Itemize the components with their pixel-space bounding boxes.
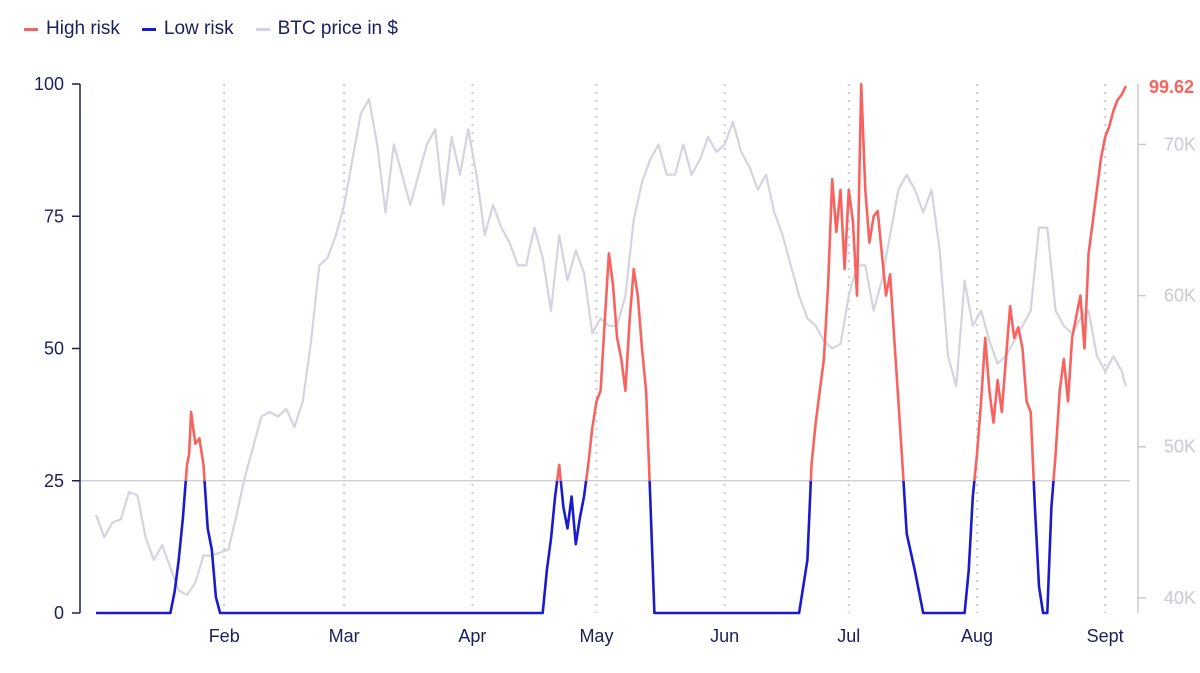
- x-tick-label: Sept: [1087, 626, 1124, 646]
- legend-label-btc-price: BTC price in $: [277, 18, 398, 39]
- btc-price-line: [94, 97, 1127, 597]
- x-tick-label: Feb: [209, 626, 240, 646]
- last-value-label: 99.62: [1149, 77, 1194, 97]
- legend-swatch-btc-price: [255, 27, 270, 31]
- y-tick-label-right: 40K: [1164, 588, 1196, 608]
- x-tick-label: Aug: [961, 626, 993, 646]
- y-tick-label-left: 25: [44, 471, 64, 491]
- risk-series-layer: [96, 82, 1128, 615]
- legend-item-low-risk: Low risk: [141, 18, 234, 40]
- y-tick-label-right: 70K: [1164, 134, 1196, 154]
- legend-label-high-risk: High risk: [46, 18, 120, 39]
- y-tick-label-left: 0: [54, 603, 64, 623]
- x-tick-label: May: [579, 626, 613, 646]
- legend-swatch-high-risk: [24, 27, 38, 31]
- y-tick-label-left: 50: [44, 339, 64, 359]
- y-tick-label-right: 60K: [1164, 286, 1196, 306]
- legend-item-high-risk: High risk: [24, 18, 120, 40]
- legend-swatch-low-risk: [141, 27, 156, 31]
- x-tick-label: Mar: [329, 626, 360, 646]
- y-tick-label-left: 75: [44, 206, 64, 226]
- legend-item-btc-price: BTC price in $: [255, 18, 398, 40]
- axis-layer: Feb Mar Apr May Jun Jul Aug Sept 0 25 50 75 100 40K 50…: [34, 74, 1196, 646]
- x-tick-label: Jul: [837, 626, 860, 646]
- x-tick-label: Jun: [710, 626, 739, 646]
- legend-label-low-risk: Low risk: [163, 18, 234, 39]
- y-tick-label-right: 50K: [1164, 437, 1196, 457]
- legend: High risk Low risk BTC price in $: [24, 18, 398, 40]
- y-tick-label-left: 100: [34, 74, 64, 94]
- high-risk-line: [184, 82, 1128, 481]
- price-series-layer: [94, 97, 1127, 597]
- x-tick-label: Apr: [458, 626, 486, 646]
- low-risk-line: [96, 480, 1055, 615]
- grid-layer: [80, 84, 1130, 613]
